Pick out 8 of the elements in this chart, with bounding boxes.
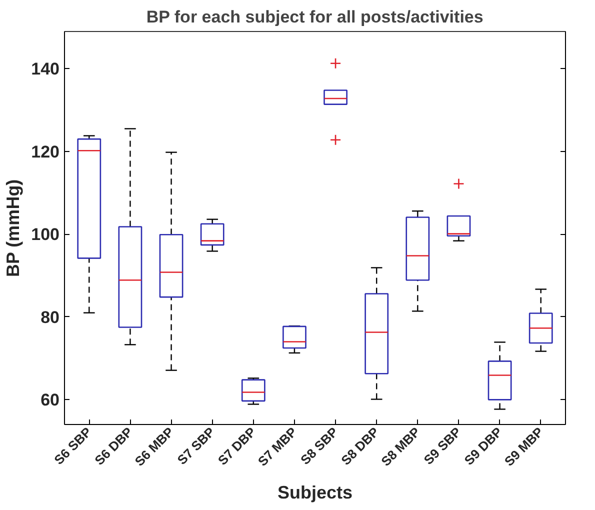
y-tick-label: 140 (31, 60, 60, 79)
y-tick-label: 120 (31, 142, 60, 162)
y-tick-label: 80 (40, 308, 60, 327)
y-tick-label: 60 (40, 390, 60, 410)
y-axis-title: BP (mmHg) (3, 179, 24, 277)
y-tick-label: 100 (31, 225, 60, 244)
x-axis-title: Subjects (277, 482, 353, 502)
chart-title: BP for each subject for all posts/activities (146, 8, 484, 26)
